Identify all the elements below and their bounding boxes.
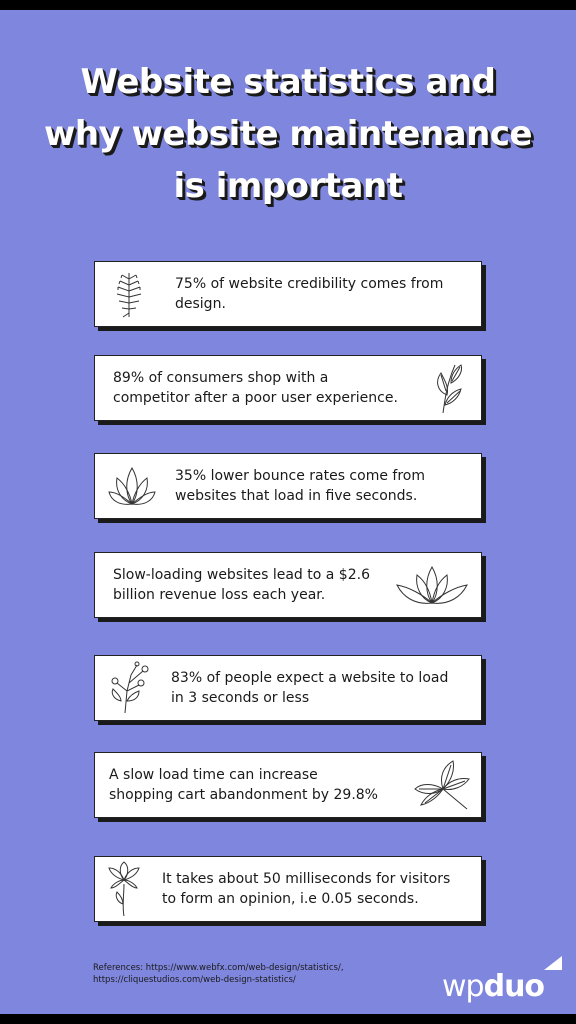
title-line-2: why website maintenance [43, 114, 533, 154]
reference-line-1: References: https://www.webfx.com/web-de… [93, 963, 344, 973]
maple-leaf-icon [414, 760, 470, 810]
stat-card-competitor: 89% of consumers shop with a competitor … [94, 355, 482, 421]
fern-icon [116, 273, 142, 318]
stat-card-first-impression: It takes about 50 milliseconds for visit… [94, 856, 482, 922]
flower-sprig-icon [111, 661, 149, 714]
stat-text: 83% of people expect a website to load i… [171, 670, 449, 706]
leaf-stalk-icon [437, 364, 462, 414]
stat-card-load-expectation: 83% of people expect a website to load i… [94, 655, 482, 721]
stat-text: It takes about 50 milliseconds for visit… [162, 871, 451, 907]
title-line-3: is important [173, 166, 403, 206]
wpduo-logo: wpduo [442, 954, 566, 1010]
stat-card-credibility: 75% of website credibility comes from de… [94, 261, 482, 327]
title-line-1: Website statistics and [80, 62, 496, 102]
reference-line-2: https://cliquestudios.com/web-design-sta… [93, 975, 296, 985]
stat-text: Slow-loading websites lead to a $2.6 bil… [113, 567, 370, 603]
stat-text: A slow load time can increase shopping c… [109, 767, 378, 803]
stat-text: 35% lower bounce rates come from website… [175, 468, 425, 504]
stat-text: 75% of website credibility comes from de… [175, 276, 444, 312]
infographic-page: Website statistics and why website maint… [0, 10, 576, 1014]
references: References: https://www.webfx.com/web-de… [93, 962, 344, 986]
stat-card-revenue-loss: Slow-loading websites lead to a $2.6 bil… [94, 552, 482, 618]
lily-flower-icon [108, 861, 140, 917]
water-lily-icon [396, 566, 468, 604]
page-title: Website statistics and why website maint… [0, 56, 576, 212]
lotus-icon [108, 467, 156, 505]
stat-text: 89% of consumers shop with a competitor … [113, 370, 398, 406]
stat-card-bounce-rate: 35% lower bounce rates come from website… [94, 453, 482, 519]
stat-card-cart-abandonment: A slow load time can increase shopping c… [94, 752, 482, 818]
logo-triangle-icon [544, 956, 562, 970]
logo-wordmark: wpduo [442, 969, 545, 1004]
